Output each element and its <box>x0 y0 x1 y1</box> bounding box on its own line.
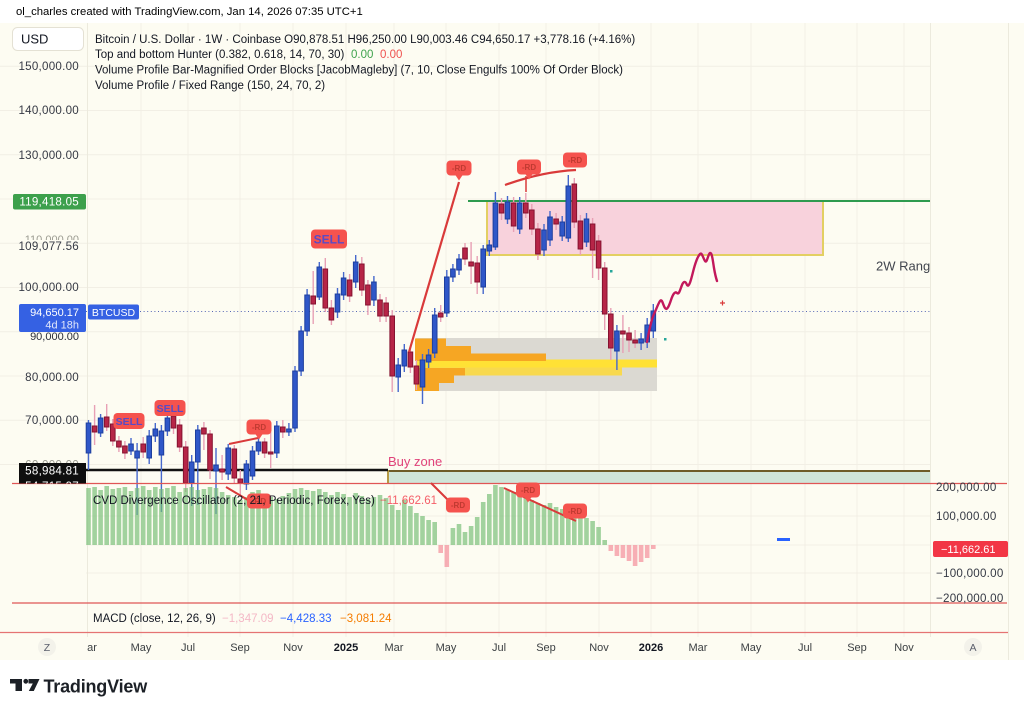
svg-text:90,000.00: 90,000.00 <box>30 331 79 343</box>
svg-text:70,000.00: 70,000.00 <box>25 414 79 427</box>
svg-text:−3,081.24: −3,081.24 <box>340 613 392 625</box>
svg-text:0.00: 0.00 <box>380 49 402 61</box>
svg-text:MACD (close, 12, 26, 9): MACD (close, 12, 26, 9) <box>93 613 216 625</box>
svg-text:150,000.00: 150,000.00 <box>18 60 79 73</box>
svg-text:TradingView: TradingView <box>44 677 149 697</box>
svg-text:BTCUSD: BTCUSD <box>92 307 136 319</box>
svg-text:-RD: -RD <box>451 501 465 510</box>
svg-text:119,418.05: 119,418.05 <box>19 196 79 209</box>
svg-text:2W Rang: 2W Rang <box>876 259 930 274</box>
svg-text:Top and bottom Hunter (0.382,: Top and bottom Hunter (0.382, 0.618, 14,… <box>95 49 345 61</box>
svg-text:94,650.17: 94,650.17 <box>30 307 79 319</box>
svg-text:-RD: -RD <box>452 164 466 173</box>
svg-text:−11,662.61: −11,662.61 <box>941 544 996 556</box>
svg-text:A: A <box>969 642 976 654</box>
svg-text:SELL: SELL <box>157 403 184 415</box>
svg-text:Jul: Jul <box>798 642 812 654</box>
svg-text:Sep: Sep <box>536 642 556 654</box>
svg-text:Volume Profile Bar-Magnified O: Volume Profile Bar-Magnified Order Block… <box>95 65 623 77</box>
svg-text:200,000.00: 200,000.00 <box>936 481 997 494</box>
svg-text:110,000.00: 110,000.00 <box>25 234 79 246</box>
svg-text:−1,347.09: −1,347.09 <box>222 613 273 625</box>
svg-text:109,077.56: 109,077.56 <box>18 240 79 253</box>
svg-text:Nov: Nov <box>894 642 914 654</box>
svg-text:130,000.00: 130,000.00 <box>18 149 79 162</box>
svg-text:ol_charles created with Tradin: ol_charles created with TradingView.com,… <box>16 6 363 18</box>
svg-text:CVD Divergence Oscillator (2,: CVD Divergence Oscillator (2, 21, Period… <box>93 495 375 507</box>
svg-text:Jul: Jul <box>181 642 195 654</box>
svg-text:May: May <box>741 642 762 654</box>
svg-text:140,000.00: 140,000.00 <box>18 104 79 117</box>
svg-text:Nov: Nov <box>589 642 609 654</box>
svg-text:Sep: Sep <box>847 642 867 654</box>
svg-text:2026: 2026 <box>639 642 663 654</box>
svg-text:60,000.00: 60,000.00 <box>25 459 79 472</box>
svg-text:-RD: -RD <box>568 507 582 516</box>
svg-text:Volume Profile / Fixed Range (: Volume Profile / Fixed Range (150, 24, 7… <box>95 80 325 92</box>
svg-text:-RD: -RD <box>521 486 535 495</box>
svg-text:100,000.00: 100,000.00 <box>936 510 997 523</box>
svg-text:-RD: -RD <box>252 423 266 432</box>
svg-text:-RD: -RD <box>568 156 582 165</box>
svg-text:May: May <box>131 642 152 654</box>
svg-text:ar: ar <box>87 642 97 654</box>
svg-text:58,984.81: 58,984.81 <box>25 465 79 478</box>
svg-text:Sep: Sep <box>230 642 250 654</box>
svg-text:May: May <box>436 642 457 654</box>
svg-text:SELL: SELL <box>314 232 345 246</box>
svg-text:Mar: Mar <box>689 642 708 654</box>
svg-text:−11,662.61: −11,662.61 <box>380 495 437 507</box>
svg-text:2025: 2025 <box>334 642 358 654</box>
svg-text:Z: Z <box>44 642 51 654</box>
svg-text:-RD: -RD <box>252 497 266 506</box>
svg-text:USD: USD <box>21 32 48 47</box>
svg-text:SELL: SELL <box>116 416 143 428</box>
svg-text:−200,000.00: −200,000.00 <box>936 592 1004 605</box>
svg-text:4d 18h: 4d 18h <box>45 320 79 332</box>
svg-text:Buy zone: Buy zone <box>388 454 442 469</box>
svg-text:Jul: Jul <box>492 642 506 654</box>
svg-text:Nov: Nov <box>283 642 303 654</box>
svg-text:54,715.97: 54,715.97 <box>25 480 79 493</box>
svg-text:−100,000.00: −100,000.00 <box>936 567 1004 580</box>
svg-text:-RD: -RD <box>522 163 536 172</box>
svg-text:Mar: Mar <box>385 642 404 654</box>
svg-text:Bitcoin / U.S. Dollar · 1W · C: Bitcoin / U.S. Dollar · 1W · Coinbase O9… <box>95 34 635 46</box>
svg-text:80,000.00: 80,000.00 <box>25 371 79 384</box>
svg-text:0.00: 0.00 <box>351 49 373 61</box>
svg-text:100,000.00: 100,000.00 <box>18 281 79 294</box>
svg-text:−4,428.33: −4,428.33 <box>280 613 331 625</box>
